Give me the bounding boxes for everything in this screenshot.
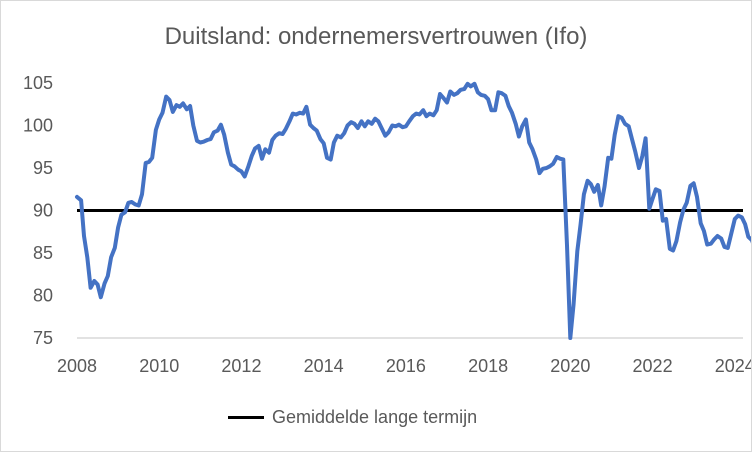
chart-title: Duitsland: ondernemersvertrouwen (Ifo) [164,23,588,50]
x-tick-label: 2024 [715,356,751,376]
y-tick-label: 90 [33,201,53,221]
x-tick-label: 2010 [139,356,179,376]
y-tick-label: 95 [33,158,53,178]
x-tick-label: 2016 [386,356,426,376]
legend-swatch-average [228,415,264,419]
ifo-series-line [75,81,751,340]
legend: Gemiddelde lange termijn [228,404,477,430]
y-axis-ticks: 75 80 85 90 95 100 105 [23,73,53,348]
y-tick-label: 85 [33,243,53,263]
y-tick-label: 75 [33,328,53,348]
y-tick-label: 100 [23,116,53,136]
x-tick-label: 2012 [221,356,261,376]
x-tick-label: 2008 [57,356,97,376]
x-tick-label: 2018 [468,356,508,376]
x-tick-label: 2014 [304,356,344,376]
x-tick-label: 2020 [550,356,590,376]
x-tick-label: 2022 [633,356,673,376]
y-tick-label: 80 [33,286,53,306]
y-tick-label: 105 [23,73,53,93]
legend-label-average: Gemiddelde lange termijn [272,406,478,427]
x-axis-ticks: 2008 2010 2012 2014 2016 2018 2020 2022 2024 [57,356,751,376]
